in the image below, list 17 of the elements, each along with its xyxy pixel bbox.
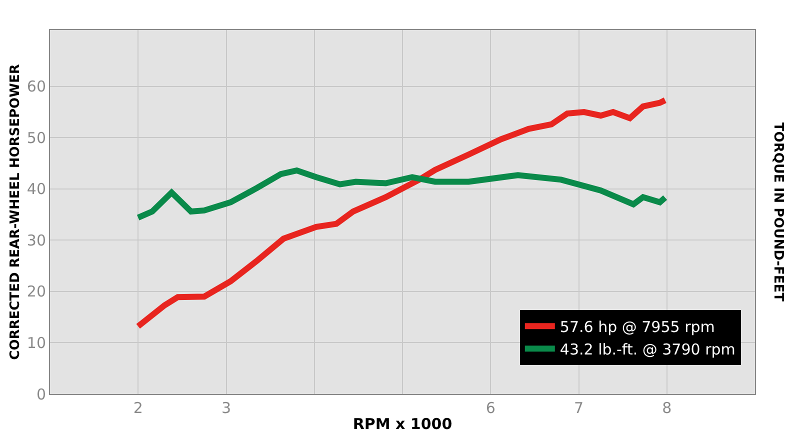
y-axis-title: CORRECTED REAR-WHEEL HORSEPOWER: [8, 64, 23, 360]
x-tick-label: 2: [133, 399, 143, 417]
x-tick-label: 8: [662, 399, 672, 417]
y-tick-label: 20: [26, 282, 46, 301]
y-tick-label: 10: [26, 334, 46, 352]
y-tick-label: 0: [36, 385, 46, 404]
y2-axis-title: TORQUE IN POUND-FEET: [770, 122, 786, 302]
legend-label: 57.6 hp @ 7955 rpm: [560, 318, 715, 336]
legend-label: 43.2 lb.-ft. @ 3790 rpm: [560, 340, 736, 358]
x-tick-label: 3: [221, 399, 232, 417]
y-tick-label: 40: [26, 180, 46, 198]
x-tick-label: 6: [486, 399, 496, 417]
y-tick-label: 30: [26, 231, 46, 250]
x-tick-label: 7: [574, 399, 584, 417]
x-axis-title: RPM x 1000: [352, 415, 452, 433]
y-tick-label: 50: [26, 128, 46, 147]
y-tick-label: 60: [26, 78, 46, 96]
